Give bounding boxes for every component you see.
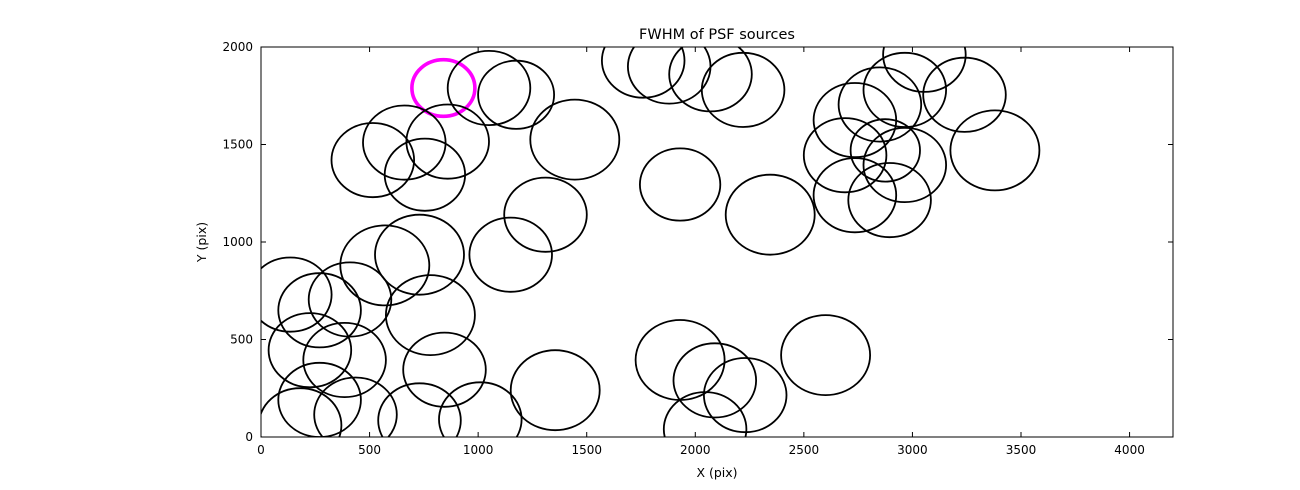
psf-circle [703, 357, 788, 434]
x-tick-label: 3500 [1006, 443, 1037, 457]
psf-circle [882, 47, 967, 93]
psf-circle [313, 376, 398, 437]
psf-circle [477, 59, 555, 130]
psf-circle [837, 66, 923, 143]
psf-circle [862, 51, 947, 128]
psf-circle [402, 331, 487, 408]
psf-circle [862, 127, 947, 203]
x-tick-label: 3000 [897, 443, 928, 457]
psf-circle [261, 256, 333, 333]
x-tick-label: 0 [257, 443, 265, 457]
psf-circle [724, 173, 816, 256]
psf-circle [601, 47, 686, 99]
psf-circle [672, 342, 757, 419]
y-tick-label: 500 [230, 333, 253, 347]
psf-circle [812, 157, 898, 234]
psf-circle [503, 176, 588, 253]
psf-circle [438, 381, 523, 437]
psf-circle [362, 104, 447, 181]
x-tick-label: 2000 [680, 443, 711, 457]
psf-circle [922, 56, 1007, 133]
psf-circle [780, 314, 871, 397]
chart-title: FWHM of PSF sources [639, 27, 795, 43]
psf-circle [307, 261, 393, 338]
psf-circle [374, 213, 465, 296]
psf-circle [949, 109, 1041, 192]
psf-circle [302, 321, 387, 398]
psf-circle [638, 147, 722, 222]
x-tick-label: 1000 [463, 443, 494, 457]
y-tick-label: 1500 [222, 138, 253, 152]
highlighted-psf-circle [410, 57, 477, 119]
psf-circle [330, 122, 415, 199]
psf-circle [847, 162, 932, 239]
psf-circle [267, 312, 353, 389]
circles-group [261, 47, 1041, 437]
psf-circle [446, 50, 532, 126]
x-axis-label: X (pix) [696, 465, 737, 480]
psf-circle [700, 51, 786, 128]
y-tick-label: 2000 [222, 40, 253, 54]
x-tick-label: 500 [358, 443, 381, 457]
x-tick-label: 2500 [789, 443, 820, 457]
x-tick-label: 4000 [1114, 443, 1145, 457]
psf-circle [802, 117, 888, 194]
plot-area: 0 500 1000 1500 2000 2500 3000 3500 4000 0 500 1000… [222, 40, 1174, 457]
psf-circle [849, 118, 921, 183]
psf-circle [277, 361, 362, 437]
psf-circle [468, 216, 553, 293]
x-tick-label: 1500 [571, 443, 602, 457]
psf-circle [384, 274, 476, 357]
psf-circle [339, 224, 431, 307]
psf-circle [662, 391, 748, 437]
psf-circle [383, 137, 466, 212]
psf-circle [509, 349, 601, 432]
y-axis-label: Y (pix) [194, 222, 209, 263]
psf-circle [261, 387, 343, 437]
psf-circle [529, 98, 621, 181]
y-tick-label: 0 [245, 430, 253, 444]
psf-circle [377, 382, 462, 437]
y-tick-label: 1000 [222, 235, 253, 249]
